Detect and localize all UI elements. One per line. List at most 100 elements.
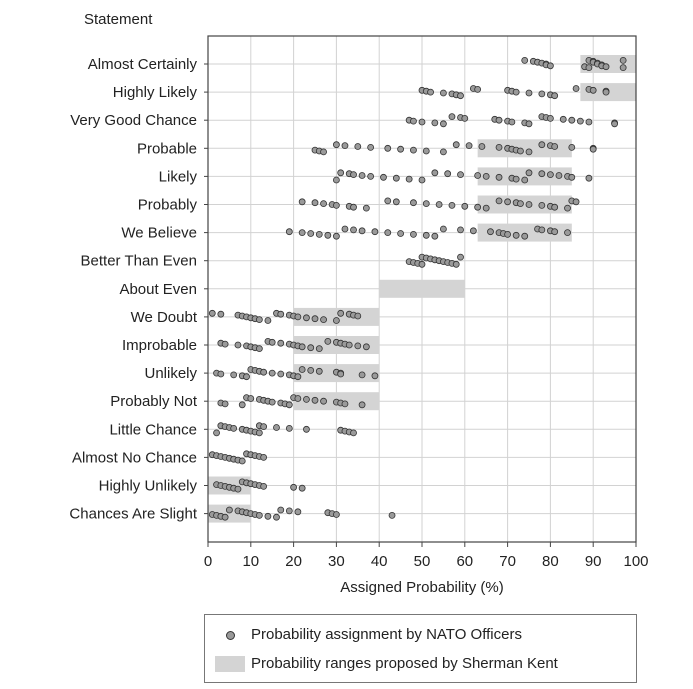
- data-point: [512, 231, 520, 239]
- data-point: [255, 345, 263, 353]
- data-point: [350, 429, 357, 437]
- data-point: [405, 175, 413, 183]
- data-point: [435, 201, 443, 208]
- data-point: [345, 341, 353, 349]
- data-point: [538, 170, 546, 178]
- data-point: [568, 143, 576, 151]
- data-point: [298, 198, 306, 206]
- data-point: [307, 366, 315, 374]
- data-point: [589, 86, 597, 94]
- data-point: [418, 176, 426, 184]
- data-point: [431, 119, 439, 127]
- data-point: [324, 231, 332, 239]
- data-point: [277, 370, 285, 378]
- data-point: [521, 57, 529, 64]
- data-point: [457, 92, 464, 100]
- data-point: [354, 143, 362, 150]
- data-point: [371, 372, 379, 380]
- data-point: [260, 453, 268, 461]
- data-point: [431, 169, 439, 177]
- data-point: [320, 316, 327, 324]
- category-label: Probable: [137, 140, 197, 157]
- data-point: [332, 511, 340, 518]
- data-point: [238, 401, 246, 409]
- x-tick-label: 40: [371, 553, 388, 570]
- data-point: [217, 370, 225, 378]
- data-point: [255, 429, 263, 437]
- data-point: [354, 342, 362, 350]
- data-point: [448, 113, 456, 120]
- data-point: [619, 64, 627, 71]
- data-point: [294, 395, 302, 402]
- data-point: [410, 117, 417, 125]
- data-point: [384, 144, 392, 152]
- data-point: [525, 89, 533, 97]
- data-point: [277, 339, 285, 347]
- data-point: [294, 313, 302, 321]
- data-point: [512, 88, 520, 96]
- data-point: [410, 230, 417, 238]
- data-point: [397, 230, 405, 237]
- data-point: [547, 62, 554, 70]
- data-point: [448, 201, 456, 209]
- category-labels: Almost Certainly Highly Likely Very Good C…: [69, 56, 208, 523]
- data-point: [315, 230, 323, 238]
- data-point: [350, 226, 357, 234]
- data-point: [602, 88, 610, 96]
- data-point: [213, 429, 220, 437]
- data-point: [495, 197, 503, 205]
- data-point: [238, 457, 246, 465]
- data-point: [551, 203, 559, 211]
- data-point: [487, 228, 494, 236]
- data-point: [461, 202, 469, 210]
- x-axis-ticks: 0 10 20 30 40 50 60 70 80 90 100: [204, 542, 649, 570]
- x-tick-label: 20: [285, 553, 302, 570]
- data-point: [243, 373, 250, 381]
- data-point: [521, 176, 529, 184]
- data-point: [482, 204, 490, 212]
- data-point: [397, 145, 405, 153]
- x-tick-label: 80: [542, 553, 559, 570]
- data-point: [332, 201, 340, 209]
- data-point: [564, 229, 571, 237]
- range-bar: [379, 279, 465, 298]
- data-point: [508, 118, 516, 126]
- data-point: [559, 115, 567, 123]
- data-point: [465, 142, 473, 150]
- data-point: [337, 309, 345, 317]
- data-point: [474, 86, 482, 93]
- data-point: [268, 369, 276, 377]
- data-point: [512, 175, 520, 183]
- data-point: [320, 148, 327, 156]
- data-point: [255, 316, 263, 324]
- data-point: [341, 225, 349, 233]
- data-point: [538, 226, 546, 234]
- legend-label-points: Probability assignment by NATO Officers: [251, 626, 522, 643]
- data-point: [576, 117, 584, 125]
- data-point: [495, 143, 503, 151]
- x-axis-title: Assigned Probability (%): [340, 579, 503, 596]
- data-point: [457, 226, 464, 234]
- data-point: [315, 367, 323, 375]
- data-point: [482, 172, 490, 180]
- data-point: [504, 198, 512, 206]
- data-point: [208, 309, 216, 317]
- data-point: [495, 116, 503, 124]
- data-point: [585, 64, 593, 71]
- data-point: [474, 203, 482, 211]
- data-point: [303, 425, 310, 433]
- data-point: [589, 145, 597, 153]
- data-point: [547, 115, 554, 122]
- data-point: [551, 92, 559, 100]
- category-label: We Believe: [121, 225, 197, 242]
- data-point: [230, 424, 238, 432]
- data-point: [358, 227, 366, 235]
- category-label: Better Than Even: [81, 253, 197, 270]
- data-point: [324, 337, 332, 345]
- data-point: [422, 147, 430, 155]
- data-point: [332, 317, 340, 324]
- data-point: [444, 170, 452, 178]
- data-point: [298, 343, 306, 351]
- data-point: [367, 143, 375, 151]
- category-label: Improbable: [122, 337, 197, 354]
